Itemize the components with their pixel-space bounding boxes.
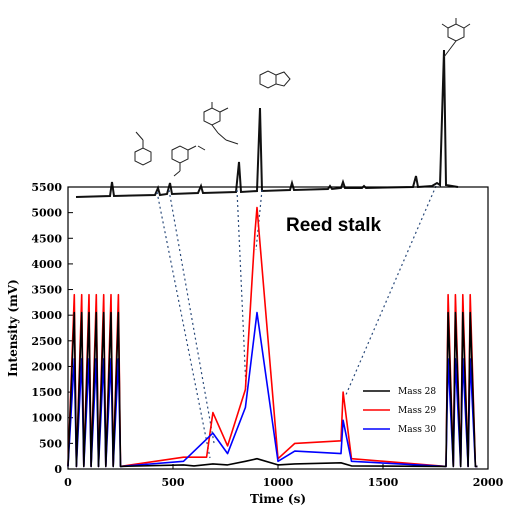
structure-bond xyxy=(441,23,449,29)
y-tick-label: 0 xyxy=(54,463,62,476)
structure-vinylguaiacol xyxy=(171,145,189,164)
y-tick-label: 1500 xyxy=(31,386,62,399)
structure-ethylphenol xyxy=(134,147,152,166)
structure-bond xyxy=(463,23,471,29)
x-tick-label: 1500 xyxy=(368,476,399,489)
y-tick-label: 5000 xyxy=(31,207,62,220)
structure-bond xyxy=(225,139,239,145)
x-axis: 0 500 1000 1500 2000 xyxy=(64,464,504,489)
legend-label: Mass 30 xyxy=(398,425,436,435)
connector-line xyxy=(344,185,437,398)
connector-line xyxy=(236,189,247,389)
x-tick-label: 0 xyxy=(64,476,72,489)
y-tick-label: 4000 xyxy=(31,258,62,271)
legend-label: Mass 28 xyxy=(398,387,436,397)
structure-propenylguaiacol xyxy=(203,107,221,126)
x-tick-label: 500 xyxy=(162,476,185,489)
structure-bond xyxy=(449,40,457,50)
structure-bond xyxy=(135,131,144,141)
connector-line xyxy=(255,189,263,251)
y-tick-label: 3500 xyxy=(31,284,62,297)
y-axis: 0 500 1000 1500 2000 2500 3000 3500 4000 4500 5000… xyxy=(31,181,73,476)
x-axis-title: Time (s) xyxy=(250,492,306,506)
structure-bond xyxy=(173,170,181,177)
chemical-structures xyxy=(134,18,471,177)
y-tick-label: 1000 xyxy=(31,412,62,425)
legend-label: Mass 29 xyxy=(398,406,436,416)
structure-bond xyxy=(187,145,197,151)
structure-bond xyxy=(443,48,451,58)
y-tick-label: 2000 xyxy=(31,360,62,373)
structure-bond xyxy=(197,145,206,151)
structure-bond xyxy=(211,124,219,134)
structure-syringol xyxy=(447,23,465,42)
x-tick-label: 1000 xyxy=(263,476,294,489)
structure-dihydrobenzofuran xyxy=(259,70,277,89)
y-axis-title: Intensity (mV) xyxy=(6,279,20,377)
y-tick-label: 500 xyxy=(39,437,62,450)
structure-bond xyxy=(217,132,227,141)
x-tick-label: 2000 xyxy=(473,476,504,489)
sample-annotation: Reed stalk xyxy=(286,215,381,236)
y-tick-label: 5500 xyxy=(31,181,62,194)
y-tick-label: 3000 xyxy=(31,309,62,322)
y-tick-label: 2500 xyxy=(31,335,62,348)
series-line-mass-28 xyxy=(67,311,478,468)
connector-line xyxy=(156,191,211,459)
connector-line xyxy=(168,189,215,444)
legend: Mass 28 Mass 29 Mass 30 xyxy=(363,387,436,435)
structure-bond xyxy=(219,107,229,113)
series-layer xyxy=(67,206,478,468)
structure-ring xyxy=(275,71,291,87)
y-tick-label: 4500 xyxy=(31,232,62,245)
